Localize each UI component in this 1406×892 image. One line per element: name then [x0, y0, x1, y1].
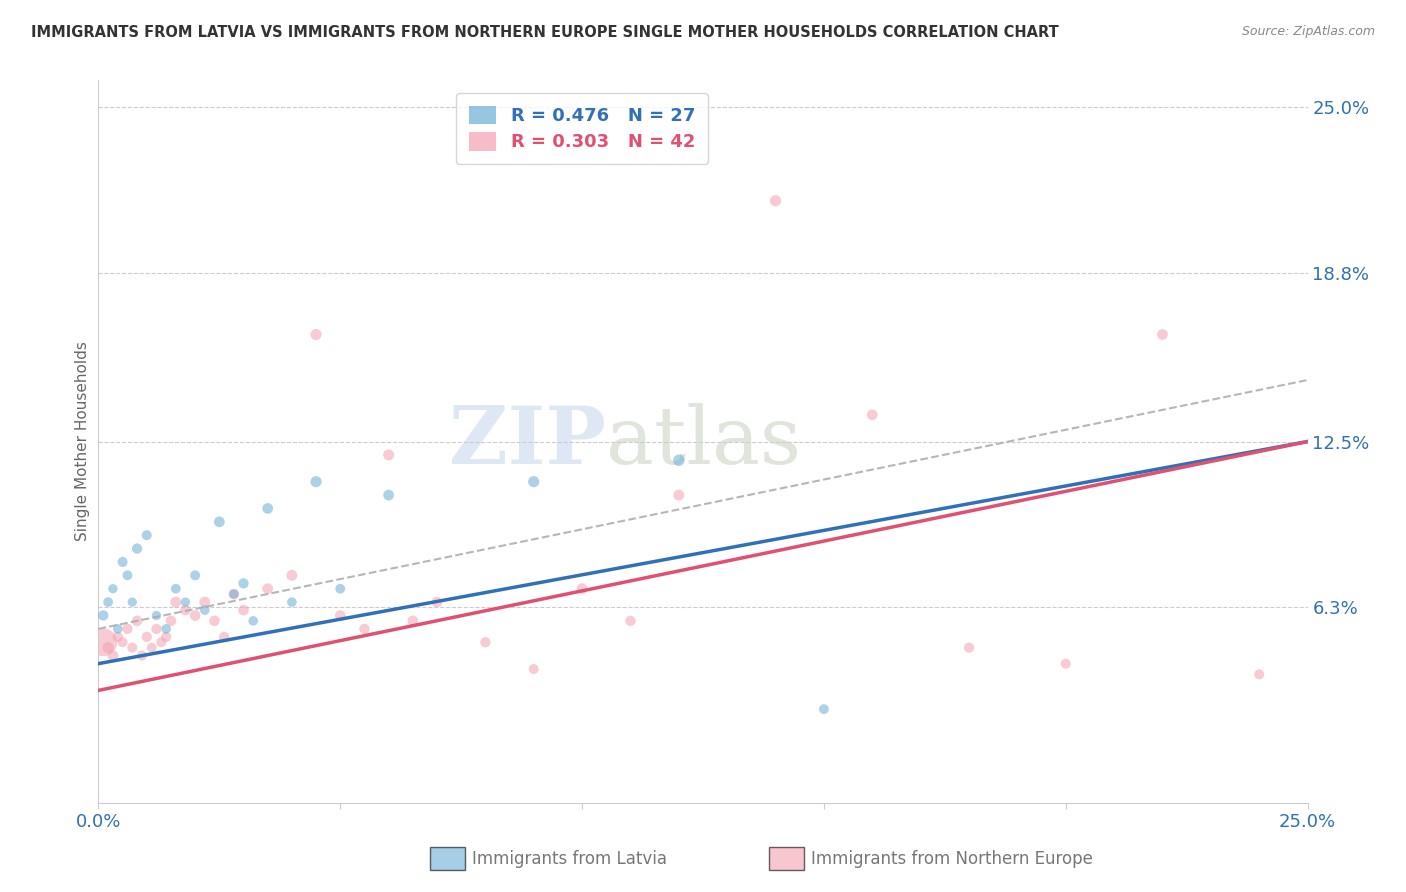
Point [131, 648, 153, 663]
Point [160, 614, 183, 628]
Point [212, 630, 235, 644]
Point [426, 595, 449, 609]
Point [242, 614, 264, 628]
Point [135, 528, 157, 542]
Point [402, 614, 425, 628]
Point [222, 587, 245, 601]
Point [117, 622, 139, 636]
Point [101, 582, 124, 596]
Point [135, 630, 157, 644]
Point [111, 555, 134, 569]
Point [281, 595, 304, 609]
Point [204, 614, 226, 628]
Point [208, 515, 231, 529]
Point [91, 608, 114, 623]
Legend: R = 0.476   N = 27, R = 0.303   N = 42: R = 0.476 N = 27, R = 0.303 N = 42 [457, 93, 707, 164]
Point [1054, 657, 1077, 671]
Point [377, 488, 399, 502]
Point [523, 662, 546, 676]
Point [91, 635, 114, 649]
Point [117, 568, 139, 582]
Point [256, 501, 278, 516]
Point [165, 582, 187, 596]
Point [165, 595, 187, 609]
Point [1152, 327, 1174, 342]
Point [127, 541, 149, 556]
Point [194, 595, 217, 609]
Y-axis label: Single Mother Households: Single Mother Households [75, 342, 90, 541]
Point [150, 635, 173, 649]
Point [155, 630, 177, 644]
Point [353, 622, 375, 636]
Text: atlas: atlas [606, 402, 801, 481]
Text: IMMIGRANTS FROM LATVIA VS IMMIGRANTS FROM NORTHERN EUROPE SINGLE MOTHER HOUSEHOL: IMMIGRANTS FROM LATVIA VS IMMIGRANTS FRO… [31, 25, 1059, 40]
Point [121, 640, 143, 655]
Point [184, 608, 207, 623]
Text: Immigrants from Latvia: Immigrants from Latvia [472, 850, 668, 868]
Point [474, 635, 496, 649]
Point [377, 448, 399, 462]
Text: Immigrants from Northern Europe: Immigrants from Northern Europe [811, 850, 1092, 868]
Point [571, 582, 593, 596]
Text: Source: ZipAtlas.com: Source: ZipAtlas.com [1241, 25, 1375, 38]
Point [957, 640, 980, 655]
Point [305, 327, 328, 342]
Point [107, 630, 129, 644]
Point [107, 622, 129, 636]
Point [174, 603, 197, 617]
Point [813, 702, 835, 716]
Point [232, 576, 254, 591]
Point [222, 587, 245, 601]
Point [111, 635, 134, 649]
Point [184, 568, 207, 582]
Point [232, 603, 254, 617]
Text: ZIP: ZIP [450, 402, 606, 481]
Point [668, 488, 690, 502]
Point [329, 582, 352, 596]
Point [97, 640, 120, 655]
Point [305, 475, 328, 489]
Point [101, 648, 124, 663]
Point [619, 614, 641, 628]
Point [121, 595, 143, 609]
Point [256, 582, 278, 596]
Point [860, 408, 883, 422]
Point [281, 568, 304, 582]
Point [329, 608, 352, 623]
Point [155, 622, 177, 636]
Point [194, 603, 217, 617]
Point [145, 622, 167, 636]
Point [97, 595, 120, 609]
Point [174, 595, 197, 609]
Point [668, 453, 690, 467]
Point [141, 640, 163, 655]
Point [523, 475, 546, 489]
Point [1249, 667, 1271, 681]
Point [765, 194, 787, 208]
Point [127, 614, 149, 628]
Point [145, 608, 167, 623]
